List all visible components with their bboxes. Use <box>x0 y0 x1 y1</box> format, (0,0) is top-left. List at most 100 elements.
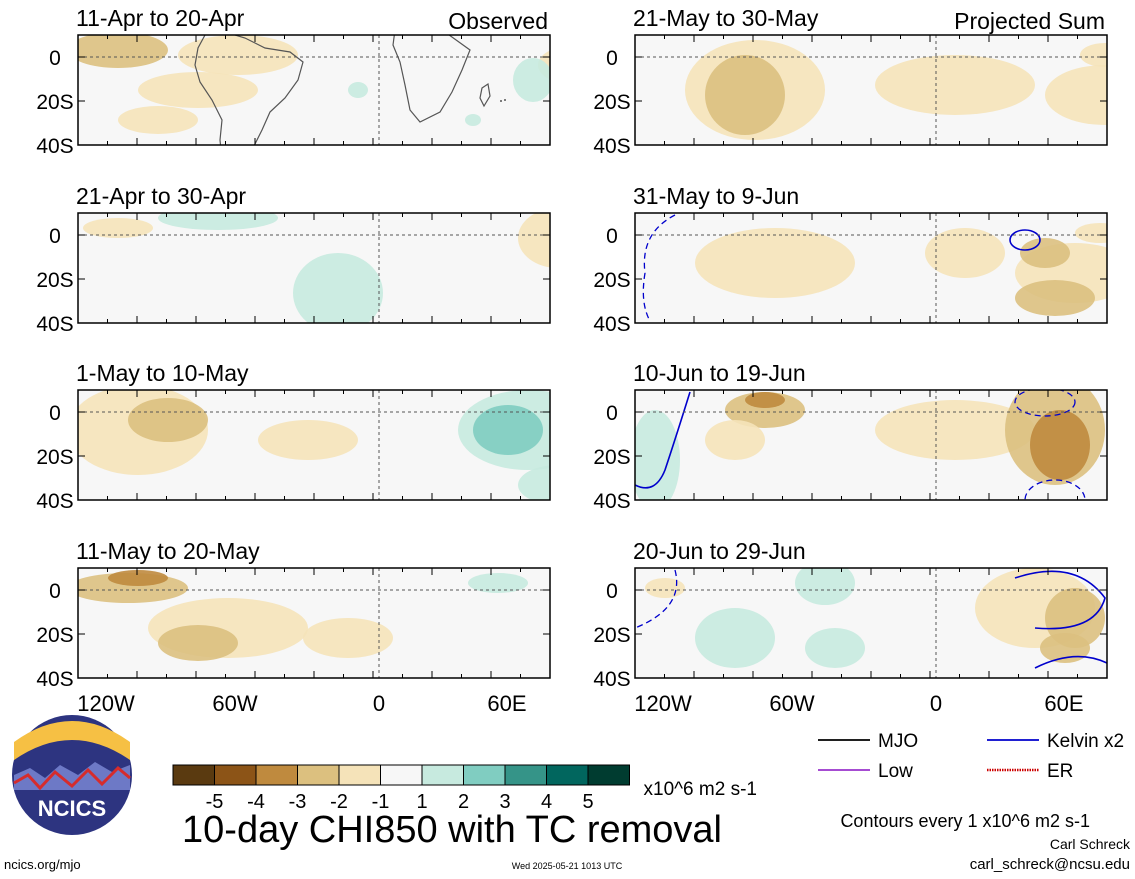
lat-label: 40S <box>36 313 73 336</box>
panel-title: 20-Jun to 29-Jun <box>633 538 806 564</box>
colorbar-swatch <box>380 764 423 786</box>
colorbar-swatch <box>587 764 630 786</box>
anomaly-shading <box>293 253 383 323</box>
colorbar-swatch <box>546 764 589 786</box>
colorbar-swatch <box>172 764 215 786</box>
panel-title: 11-Apr to 20-Apr <box>76 5 245 31</box>
anomaly-shading <box>513 58 550 102</box>
anomaly-shading <box>473 405 543 455</box>
lat-label: 20S <box>593 269 630 292</box>
legend-item: Low <box>818 761 913 782</box>
shading-layer <box>78 570 528 661</box>
panel-title: 1-May to 10-May <box>76 360 249 386</box>
site-link: ncics.org/mjo <box>4 857 81 872</box>
lat-label: 40S <box>36 490 73 513</box>
colorbar-tick-label: 1 <box>416 791 427 813</box>
shading-layer <box>685 40 1107 140</box>
anomaly-shading <box>635 410 680 500</box>
timestamp: Wed 2025-05-21 1013 UTC <box>512 861 623 871</box>
shading-layer <box>83 213 550 323</box>
colorbar-tick-label: -1 <box>372 791 390 813</box>
anomaly-shading <box>725 392 805 428</box>
anomaly-shading <box>805 628 865 668</box>
anomaly-shading <box>795 568 855 605</box>
panel-title: 21-May to 30-May <box>633 5 819 31</box>
lat-label: 20S <box>36 91 73 114</box>
anomaly-shading <box>465 114 481 126</box>
anomaly-shading <box>695 608 775 668</box>
ncics-logo: NCICS <box>12 715 132 835</box>
map-panel: 0 20S 40S 21-Apr to 30-Apr <box>36 183 551 336</box>
anomaly-shading <box>108 570 168 586</box>
colorbar-tick-label: 3 <box>499 791 510 813</box>
lat-label: 40S <box>593 490 630 513</box>
lon-label: 60E <box>1044 691 1083 716</box>
shading-layer <box>78 390 550 500</box>
lat-label: 0 <box>49 580 61 603</box>
contour-note: Contours every 1 x10^6 m2 s-1 <box>840 811 1090 831</box>
lat-label: 20S <box>593 624 630 647</box>
colorbar-swatch <box>463 764 506 786</box>
legend-item: MJO <box>818 731 918 752</box>
map-panel: 0 20S 40S 21-May to 30-May Projected Sum <box>593 5 1108 158</box>
lat-label: 20S <box>593 91 630 114</box>
anomaly-shading <box>875 400 1035 460</box>
map-panel: 0 20S 40S 11-Apr to 20-Apr Observed <box>36 5 551 158</box>
panel-title: 11-May to 20-May <box>76 538 260 564</box>
lat-label: 0 <box>606 225 618 248</box>
lon-label: 60W <box>769 691 814 716</box>
colorbar-swatch <box>297 764 340 786</box>
shading-layer <box>635 390 1105 500</box>
anomaly-shading <box>645 578 685 598</box>
lat-label: 0 <box>49 225 61 248</box>
colorbar-swatch <box>338 764 381 786</box>
lon-label: 120W <box>77 691 135 716</box>
lon-label: 120W <box>634 691 692 716</box>
lat-label: 0 <box>49 402 61 425</box>
lat-label: 40S <box>593 668 630 691</box>
panel-title: 10-Jun to 19-Jun <box>633 360 806 386</box>
map-panel: 0 20S 40S 11-May to 20-May 120W 60W 0 60E <box>36 538 551 716</box>
anomaly-shading <box>1045 588 1105 648</box>
colorbar: -5 -4 -3 -2 -1 1 2 3 4 5 x10^6 m2 s-1 <box>172 764 757 813</box>
panel-title: 31-May to 9-Jun <box>633 183 799 209</box>
anomaly-shading <box>1040 633 1090 663</box>
legend-item: ER <box>987 761 1073 782</box>
anomaly-shading <box>348 82 368 98</box>
anomaly-shading <box>518 465 550 500</box>
kelvin-contour <box>1014 570 1106 630</box>
colorbar-tick-label: 2 <box>458 791 469 813</box>
anomaly-shading <box>745 392 785 408</box>
shading-layer <box>642 214 1107 322</box>
map-panel: 0 20S 40S 10-Jun to 19-Jun <box>593 360 1108 513</box>
anomaly-shading <box>128 398 208 442</box>
lat-label: 40S <box>593 135 630 158</box>
colorbar-tick-label: 4 <box>541 791 552 813</box>
lat-label: 40S <box>593 313 630 336</box>
panel-title: 21-Apr to 30-Apr <box>76 183 246 209</box>
lon-label: 0 <box>930 691 942 716</box>
legend-item: Kelvin x2 <box>987 731 1124 752</box>
kelvin-contour <box>1009 229 1041 251</box>
colorbar-tick-label: -4 <box>247 791 265 813</box>
legend-label: Low <box>878 761 913 782</box>
map-panel: 0 20S 40S 31-May to 9-Jun <box>593 183 1108 336</box>
anomaly-shading <box>875 55 1035 115</box>
kelvin-contour <box>1014 390 1076 417</box>
anomaly-shading <box>468 573 528 593</box>
anomaly-shading <box>1015 280 1095 316</box>
colorbar-tick-label: -3 <box>289 791 307 813</box>
kelvin-contour <box>635 391 691 489</box>
map-panels: 0 20S 40S 11-Apr to 20-Apr Observed 0 20S 40S 21… <box>36 5 1108 716</box>
anomaly-shading <box>705 55 785 135</box>
anomaly-shading <box>1075 223 1107 243</box>
author-name: Carl Schreck <box>1050 836 1131 852</box>
lat-label: 20S <box>36 446 73 469</box>
lon-label: 60E <box>487 691 526 716</box>
anomaly-shading <box>1080 43 1107 67</box>
lat-label: 0 <box>606 580 618 603</box>
anomaly-shading <box>178 35 298 75</box>
colorbar-swatch <box>504 764 547 786</box>
kelvin-contour <box>635 569 678 629</box>
